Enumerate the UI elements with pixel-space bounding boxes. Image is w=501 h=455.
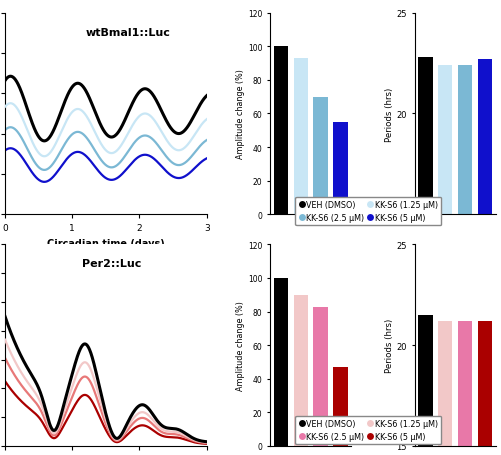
Bar — [478, 321, 492, 455]
X-axis label: Circadian time (days): Circadian time (days) — [47, 238, 165, 248]
Y-axis label: Periods (hrs): Periods (hrs) — [385, 318, 394, 373]
Legend: VEH (DMSO), KK-S6 (2.5 μM), KK-S6 (1.25 μM), KK-S6 (5 μM): VEH (DMSO), KK-S6 (2.5 μM), KK-S6 (1.25 … — [295, 197, 441, 226]
Bar — [333, 122, 348, 215]
Bar — [333, 367, 348, 446]
Y-axis label: Periods (hrs): Periods (hrs) — [385, 87, 394, 141]
Legend: VEH (DMSO), KK-S6 (2.5 μM), KK-S6 (1.25 μM), KK-S6 (5 μM): VEH (DMSO), KK-S6 (2.5 μM), KK-S6 (1.25 … — [295, 416, 441, 444]
Text: wtBmal1::Luc: wtBmal1::Luc — [86, 28, 170, 38]
Bar — [418, 58, 432, 455]
Bar — [438, 321, 452, 455]
Bar — [458, 66, 472, 455]
Y-axis label: Amplitude change (%): Amplitude change (%) — [236, 69, 245, 159]
Y-axis label: Amplitude change (%): Amplitude change (%) — [236, 301, 245, 390]
Text: Per2::Luc: Per2::Luc — [82, 259, 141, 269]
Bar — [274, 278, 288, 446]
Bar — [294, 295, 308, 446]
Bar — [478, 60, 492, 455]
Bar — [458, 321, 472, 455]
Bar — [294, 59, 308, 215]
Bar — [274, 47, 288, 215]
Bar — [314, 307, 328, 446]
Bar — [314, 97, 328, 215]
Bar — [418, 315, 432, 455]
Bar — [438, 66, 452, 455]
